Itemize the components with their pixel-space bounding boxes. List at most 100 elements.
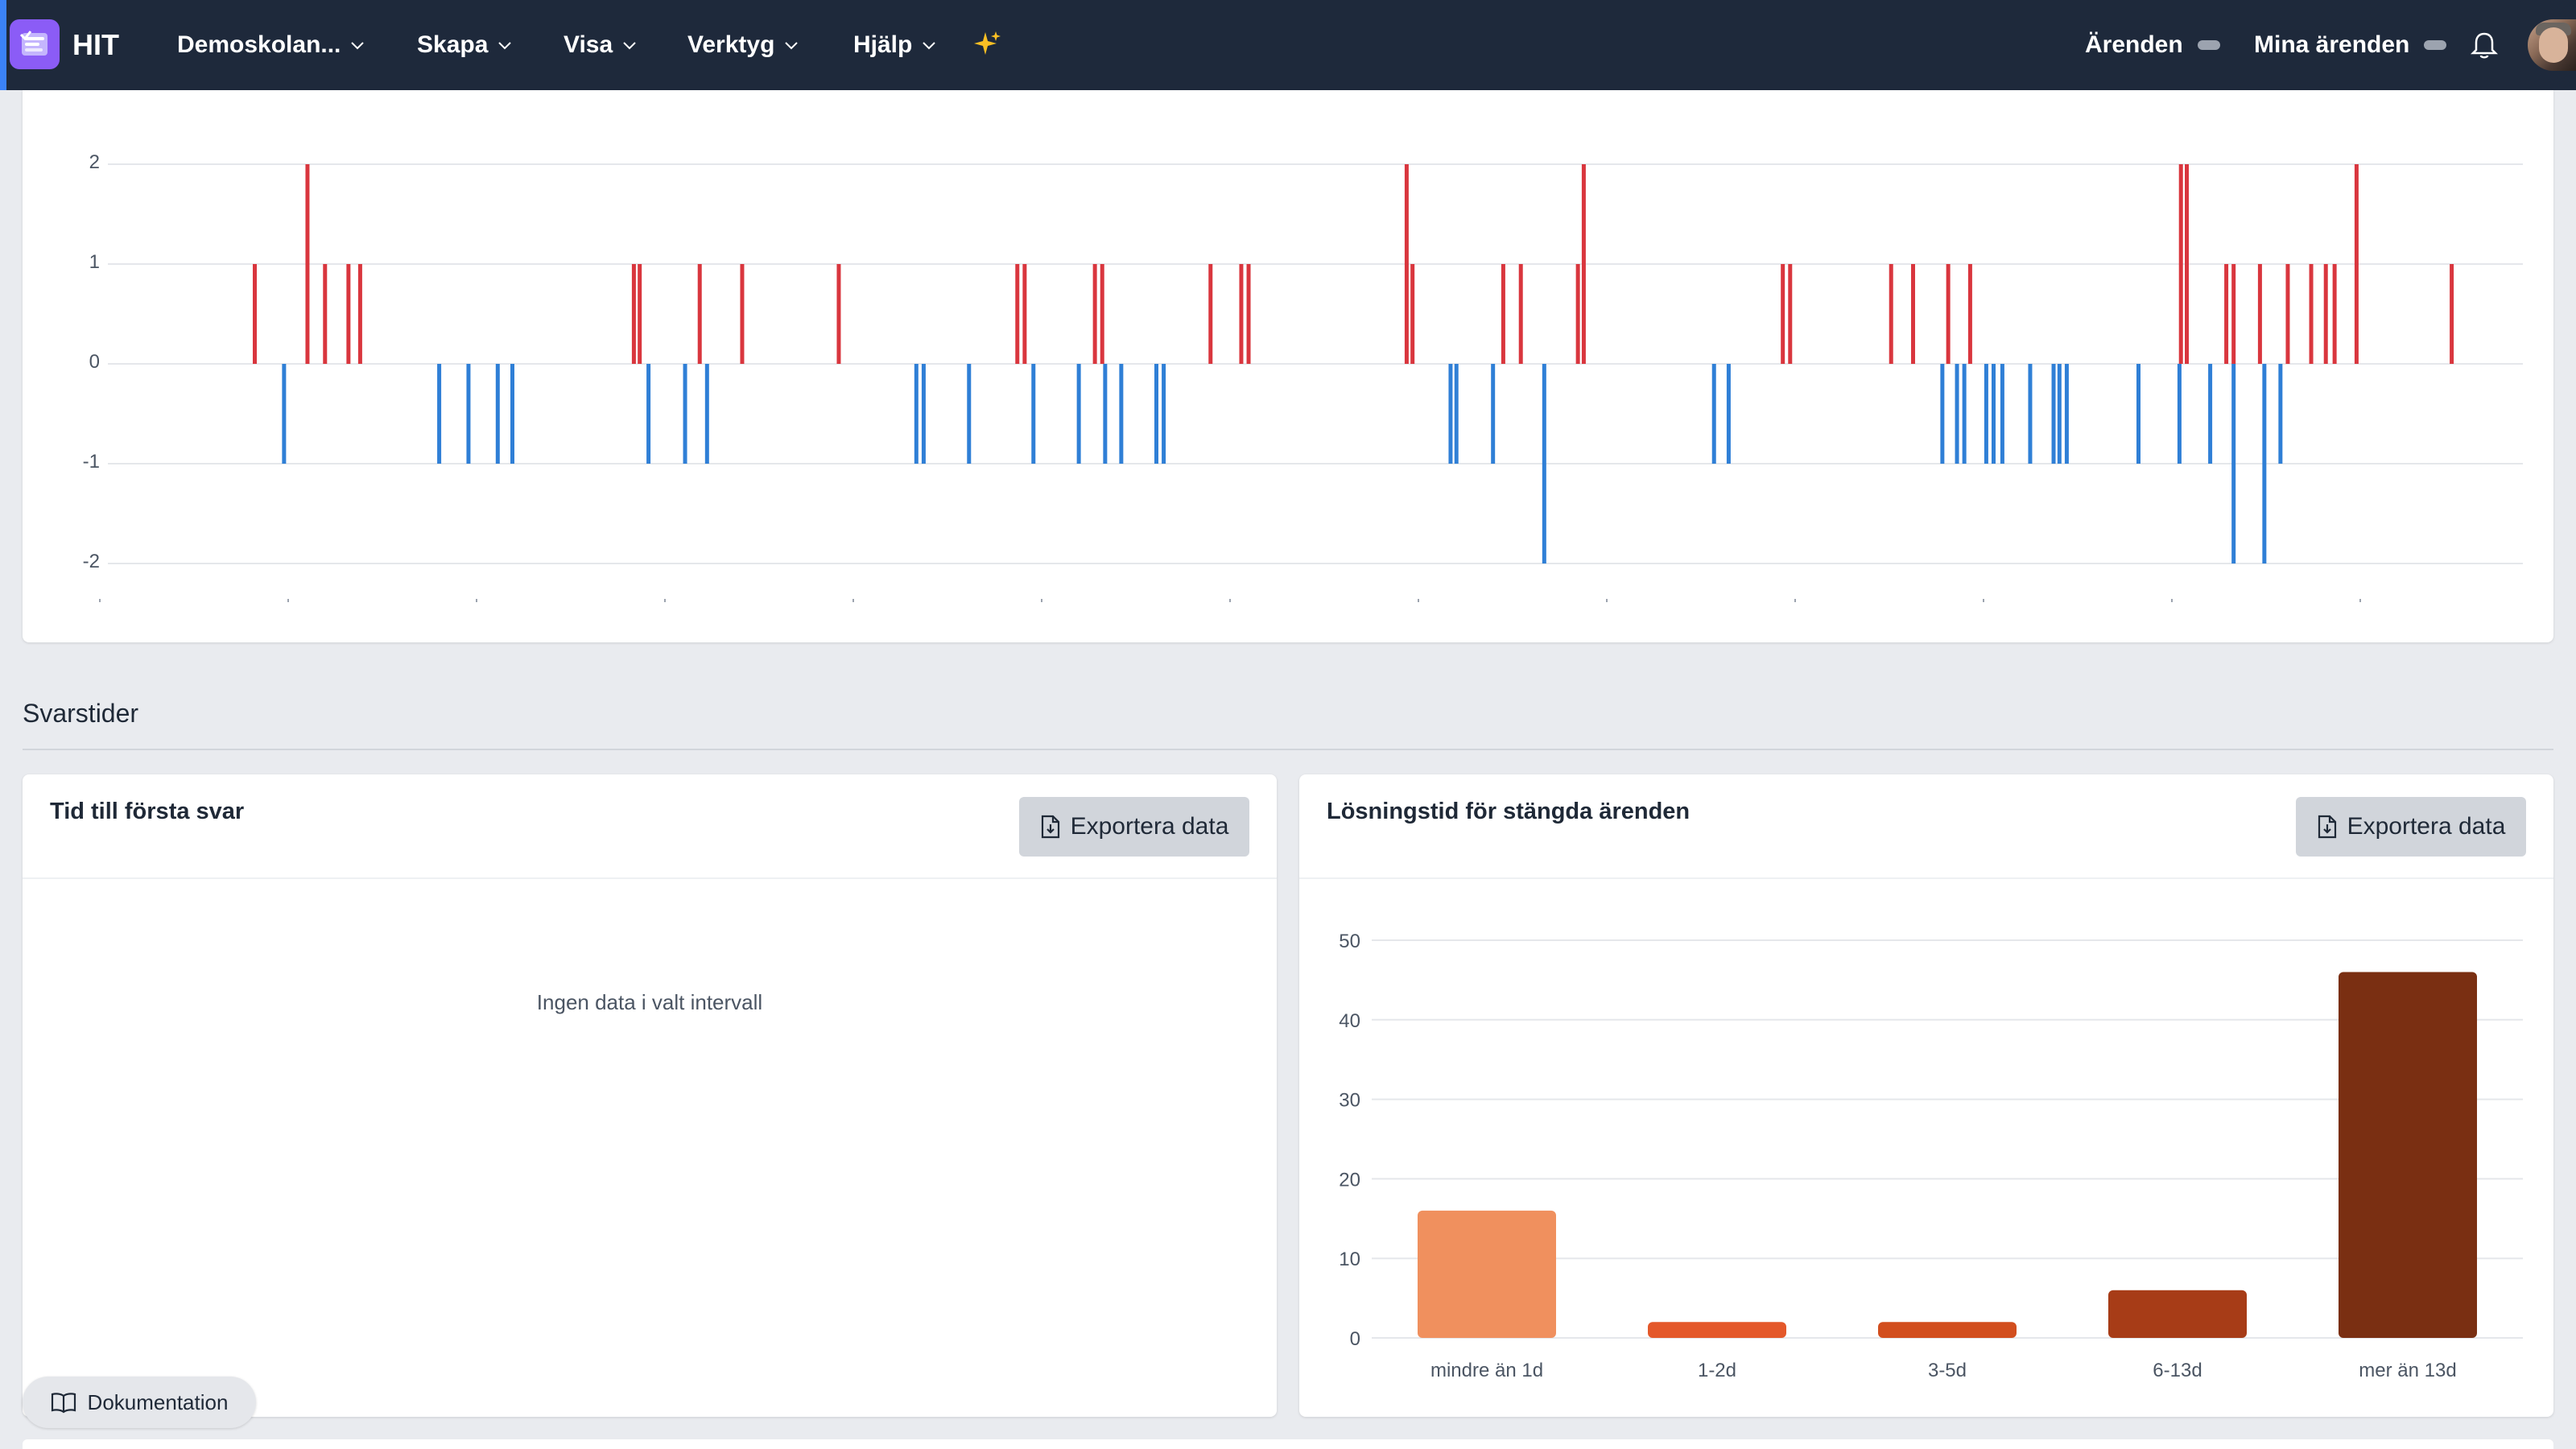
file-download-icon bbox=[2318, 815, 2336, 839]
x-tick-label: 1-2d bbox=[1698, 1360, 1736, 1381]
positive-bar bbox=[253, 264, 257, 364]
negative-bar bbox=[1992, 364, 1996, 464]
positive-bar bbox=[1246, 264, 1251, 364]
arenden-count-badge bbox=[2197, 40, 2220, 50]
negative-bar bbox=[2051, 364, 2056, 464]
first-response-panel: Tid till första svar Exportera data Inge… bbox=[23, 774, 1277, 1417]
nav-skapa-label: Skapa bbox=[417, 31, 489, 58]
positive-bar bbox=[346, 264, 351, 364]
next-card-edge bbox=[23, 1439, 2553, 1449]
timeline-ytick: -2 bbox=[82, 551, 100, 572]
nav-hjalp[interactable]: Hjälp bbox=[853, 23, 938, 68]
x-tick-label: mindre än 1d bbox=[1430, 1360, 1543, 1381]
bar bbox=[2108, 1290, 2247, 1338]
negative-bar bbox=[1076, 364, 1081, 464]
negative-bar bbox=[2000, 364, 2004, 464]
nav-visa-label: Visa bbox=[564, 31, 613, 58]
chevron-down-icon bbox=[785, 42, 799, 50]
positive-bar bbox=[2309, 264, 2314, 364]
section-title: Svarstider bbox=[23, 699, 139, 728]
positive-bar bbox=[1518, 264, 1523, 364]
file-download-icon bbox=[1041, 815, 1059, 839]
nav-demoskolan[interactable]: Demoskolan... bbox=[177, 23, 366, 68]
export-data-button[interactable]: Exportera data bbox=[2296, 797, 2526, 857]
positive-bar bbox=[1404, 164, 1409, 364]
chevron-down-icon bbox=[351, 42, 365, 50]
y-tick-label: 0 bbox=[1350, 1328, 1360, 1350]
negative-bar bbox=[510, 364, 514, 464]
timeline-ytick: -1 bbox=[82, 451, 100, 473]
negative-bar bbox=[2231, 364, 2236, 564]
positive-bar bbox=[697, 264, 702, 364]
positive-bar bbox=[1788, 264, 1793, 364]
negative-bar bbox=[2262, 364, 2267, 564]
export-data-button[interactable]: Exportera data bbox=[1019, 797, 1249, 857]
brand-name[interactable]: HIT bbox=[72, 28, 119, 61]
negative-bar bbox=[2136, 364, 2140, 464]
negative-bar bbox=[1154, 364, 1158, 464]
y-tick-label: 50 bbox=[1339, 931, 1360, 952]
positive-bar bbox=[1967, 264, 1972, 364]
positive-bar bbox=[2332, 264, 2337, 364]
positive-bar bbox=[305, 164, 310, 364]
positive-bar bbox=[357, 264, 362, 364]
nav-skapa[interactable]: Skapa bbox=[417, 23, 514, 68]
nav-arenden[interactable]: Ärenden bbox=[2085, 23, 2220, 68]
positive-bar bbox=[631, 264, 636, 364]
bell-icon[interactable] bbox=[2470, 29, 2499, 61]
resolution-time-panel: Lösningstid för stängda ärenden Exporter… bbox=[1299, 774, 2553, 1417]
positive-bar bbox=[2257, 264, 2262, 364]
bar bbox=[1878, 1322, 2017, 1338]
negative-bar bbox=[2278, 364, 2283, 464]
negative-bar bbox=[1448, 364, 1453, 464]
negative-bar bbox=[2064, 364, 2069, 464]
positive-bar bbox=[1911, 264, 1915, 364]
user-avatar[interactable] bbox=[2528, 19, 2576, 71]
positive-bar bbox=[1015, 264, 1020, 364]
positive-bar bbox=[2450, 264, 2454, 364]
nav-mina-arenden-label: Mina ärenden bbox=[2254, 31, 2410, 58]
positive-bar bbox=[2178, 164, 2183, 364]
export-button-label: Exportera data bbox=[2347, 813, 2506, 840]
app-logo[interactable] bbox=[10, 19, 60, 69]
top-navbar: HIT Demoskolan... Skapa Visa Verktyg Hjä… bbox=[0, 0, 2576, 90]
negative-bar bbox=[1454, 364, 1459, 464]
positive-bar bbox=[740, 264, 745, 364]
documentation-button[interactable]: Dokumentation bbox=[23, 1377, 256, 1428]
documentation-label: Dokumentation bbox=[87, 1389, 229, 1414]
positive-bar bbox=[2224, 264, 2229, 364]
nav-hjalp-label: Hjälp bbox=[853, 31, 913, 58]
nav-demoskolan-label: Demoskolan... bbox=[177, 31, 341, 58]
book-open-icon bbox=[51, 1393, 76, 1414]
timeline-ytick: 0 bbox=[89, 351, 100, 373]
positive-bar bbox=[2285, 264, 2290, 364]
positive-bar bbox=[1022, 264, 1027, 364]
y-tick-label: 40 bbox=[1339, 1010, 1360, 1032]
positive-bar bbox=[1946, 264, 1951, 364]
negative-bar bbox=[1711, 364, 1716, 464]
negative-bar bbox=[1031, 364, 1036, 464]
positive-bar bbox=[1410, 264, 1415, 364]
sparkle-icon[interactable] bbox=[971, 29, 1003, 61]
negative-bar bbox=[1162, 364, 1166, 464]
y-tick-label: 30 bbox=[1339, 1090, 1360, 1112]
positive-bar bbox=[2323, 264, 2328, 364]
positive-bar bbox=[323, 264, 328, 364]
export-button-label: Exportera data bbox=[1070, 813, 1229, 840]
panel-title: Tid till första svar bbox=[50, 799, 245, 824]
nav-arenden-label: Ärenden bbox=[2085, 31, 2183, 58]
empty-state-message: Ingen data i valt intervall bbox=[536, 990, 763, 1014]
bar bbox=[1648, 1322, 1786, 1338]
negative-bar bbox=[1119, 364, 1124, 464]
negative-bar bbox=[921, 364, 926, 464]
negative-bar bbox=[646, 364, 651, 464]
mina-arenden-count-badge bbox=[2424, 40, 2447, 50]
nav-verktyg-label: Verktyg bbox=[687, 31, 775, 58]
nav-verktyg[interactable]: Verktyg bbox=[687, 23, 800, 68]
negative-bar bbox=[1940, 364, 1945, 464]
negative-bar bbox=[282, 364, 287, 464]
positive-bar bbox=[2185, 164, 2189, 364]
positive-bar bbox=[1575, 264, 1580, 364]
nav-visa[interactable]: Visa bbox=[564, 23, 638, 68]
nav-mina-arenden[interactable]: Mina ärenden bbox=[2254, 23, 2447, 68]
